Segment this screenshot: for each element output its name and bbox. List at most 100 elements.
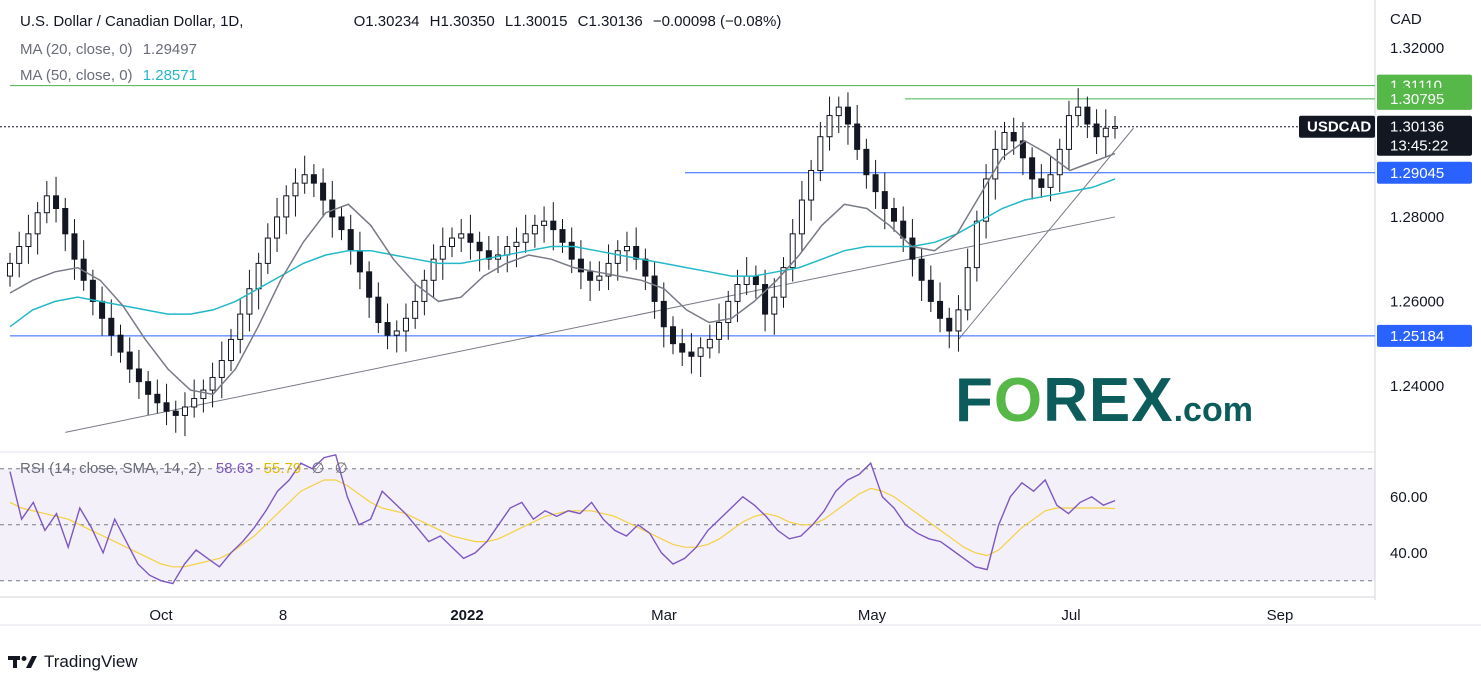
candle-body xyxy=(163,402,170,412)
forex-logo-o: O xyxy=(993,366,1044,435)
candle-body xyxy=(310,174,317,184)
ma50-legend-value: 1.28571 xyxy=(142,67,197,84)
candle-body xyxy=(430,258,437,281)
tradingview-logo-icon xyxy=(8,656,37,668)
candle-body xyxy=(983,178,990,222)
candle-body xyxy=(587,271,594,281)
ohlc-high: H1.30350 xyxy=(429,13,495,30)
candle-body xyxy=(725,300,732,324)
candle-body xyxy=(1038,178,1045,188)
candle-body xyxy=(145,381,152,395)
candle-body xyxy=(1010,131,1017,142)
candle-body xyxy=(126,351,133,370)
resistance-low-tag-bg xyxy=(1377,87,1472,110)
mid-support-tag: 1.29045 xyxy=(1390,165,1444,182)
price-axis-ticks: 1.32000 1.28000 1.26000 1.24000 xyxy=(1390,40,1444,395)
candle-body xyxy=(172,410,179,416)
candle-body xyxy=(154,393,161,404)
price-tick-label: 1.24000 xyxy=(1390,378,1444,395)
rsi-legend-extra-1: ∅ xyxy=(311,460,325,477)
candle-body xyxy=(550,220,557,231)
candle-body xyxy=(771,296,778,315)
tradingview-brand[interactable]: TradingView xyxy=(8,652,138,672)
candle-body xyxy=(716,322,723,340)
ma20-legend-label: MA (20, close, 0) xyxy=(20,41,133,58)
ma20-legend-value: 1.29497 xyxy=(142,41,197,58)
candle-body xyxy=(1065,115,1072,150)
candle-body xyxy=(200,389,207,400)
candle-body xyxy=(946,317,953,332)
forex-logo-suffix: .com xyxy=(1173,391,1253,429)
candle-body xyxy=(835,106,842,117)
candle-body xyxy=(863,148,870,176)
time-tick-label: Jul xyxy=(1061,607,1080,624)
forex-watermark: FOREX.com xyxy=(945,362,1335,440)
rsi-tick-label: 60.00 xyxy=(1390,489,1428,506)
tradingview-name: TradingView xyxy=(44,652,138,671)
candle-body xyxy=(320,182,327,201)
trendlines xyxy=(65,127,1134,433)
ma50-legend[interactable]: MA (50, close, 0) 1.28571 xyxy=(20,67,197,84)
rsi-legend-value: 58.63 xyxy=(215,460,254,477)
support-tag: 1.25184 xyxy=(1390,328,1444,345)
candle-body xyxy=(531,224,538,235)
candle-body xyxy=(283,195,290,218)
candle-body xyxy=(237,313,244,340)
candle-body xyxy=(679,343,686,353)
candle-body xyxy=(669,326,677,345)
candle-body xyxy=(1019,140,1026,159)
candle-body xyxy=(1029,157,1036,180)
ma20-legend[interactable]: MA (20, close, 0) 1.29497 xyxy=(20,41,197,58)
candle-body xyxy=(264,237,271,264)
candle-body xyxy=(780,267,787,298)
candle-body xyxy=(402,317,409,332)
time-tick-label: May xyxy=(858,607,887,624)
candle-body xyxy=(1001,131,1008,150)
candle-body xyxy=(734,284,741,302)
candle-body xyxy=(614,250,621,264)
candle-body xyxy=(485,250,492,260)
forex-logo-rex: REX xyxy=(1043,366,1174,435)
candle-body xyxy=(660,300,667,328)
candle-body xyxy=(937,300,944,319)
candle-body xyxy=(605,262,612,277)
candle-body xyxy=(577,258,584,273)
candle-body xyxy=(274,216,281,239)
time-tick-label: Mar xyxy=(651,607,677,624)
last-price-tag: 1.30136 xyxy=(1390,119,1444,136)
resistance-low-tag: 1.30795 xyxy=(1390,91,1444,108)
candle-body xyxy=(227,338,235,362)
candle-body xyxy=(964,267,971,311)
ma50-legend-label: MA (50, close, 0) xyxy=(20,67,133,84)
candle-body xyxy=(255,262,262,290)
candle-body xyxy=(375,296,382,324)
candle-body xyxy=(108,317,115,336)
time-axis-ticks: Oct 8 2022 Mar May Jul Sep xyxy=(149,607,1293,624)
candle-body xyxy=(329,199,336,218)
rsi-line xyxy=(9,453,1116,585)
ohlc-close: C1.30136 xyxy=(577,13,643,30)
candle-body xyxy=(338,216,345,231)
candle-body xyxy=(992,148,999,180)
candle-body xyxy=(706,338,713,349)
candle-body xyxy=(909,237,916,260)
ohlc-change: −0.00098 (−0.08%) xyxy=(652,13,782,30)
candle-body xyxy=(209,376,216,391)
candles xyxy=(6,88,1119,437)
long-term-uptrend-line xyxy=(65,216,1116,433)
bar-countdown: 13:45:22 xyxy=(1390,138,1448,155)
short-term-uptrend-line xyxy=(958,127,1134,340)
candle-body xyxy=(651,275,658,302)
candle-body xyxy=(135,368,142,383)
symbol-title[interactable]: U.S. Dollar / Canadian Dollar, 1D, xyxy=(20,13,244,30)
candle-body xyxy=(973,220,980,269)
candle-body xyxy=(43,195,50,214)
candle-body xyxy=(826,115,833,138)
rsi-legend[interactable]: RSI (14, close, SMA, 14, 2) 58.63 55.79 … xyxy=(20,459,354,477)
candle-body xyxy=(568,241,575,260)
candle-body xyxy=(522,233,529,243)
candle-body xyxy=(439,246,446,260)
ma20-line xyxy=(9,140,1116,396)
